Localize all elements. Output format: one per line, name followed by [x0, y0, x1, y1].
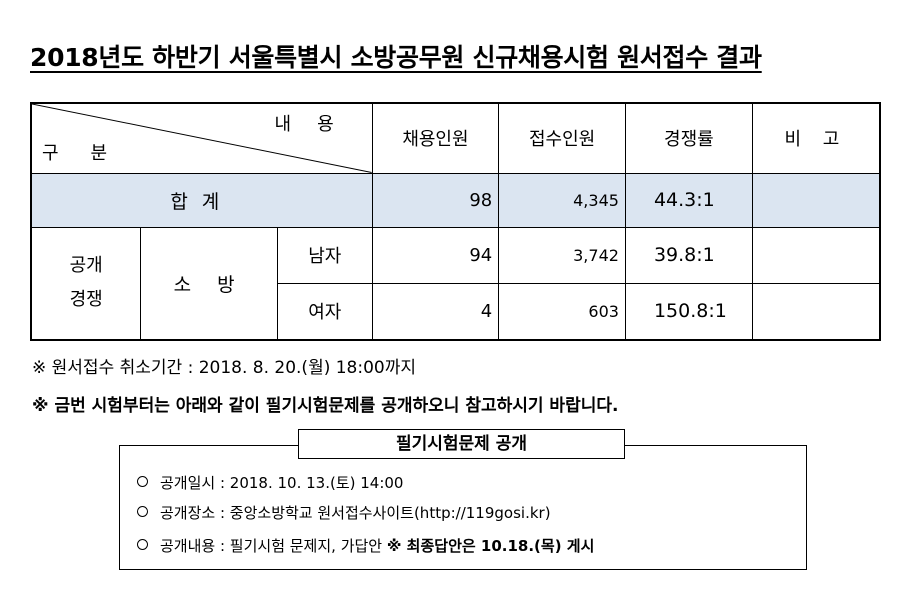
page-title: 2018년도 하반기 서울특별시 소방공무원 신규채용시험 원서접수 결과: [30, 43, 762, 72]
list-item: 공개일시 : 2018. 10. 13.(토) 14:00: [137, 472, 403, 493]
row-label-male: 남자: [276, 226, 373, 284]
final-answer-note: ※ 최종답안은 10.18.(목) 게시: [386, 537, 595, 555]
table-row: 여자 4 603 150.8:1: [31, 282, 881, 340]
female-ratio: 150.8:1: [624, 282, 753, 340]
disclosure-place: 공개장소 : 중앙소방학교 원서접수사이트(http://119gosi.kr): [160, 504, 551, 522]
male-recruit: 94: [371, 226, 500, 284]
diagonal-header-cell: 내용 구분: [30, 102, 373, 174]
circle-bullet-icon: [137, 476, 148, 487]
results-table: 내용 구분 채용인원 접수인원 경쟁률 비 고 합계 98 4,345 44.3…: [30, 102, 881, 341]
total-note: [751, 172, 881, 228]
total-label: 합계: [30, 172, 373, 228]
list-item: 공개내용 : 필기시험 문제지, 가답안 ※ 최종답안은 10.18.(목) 게…: [137, 535, 594, 556]
male-ratio: 39.8:1: [624, 226, 753, 284]
col-header-note: 비 고: [751, 102, 881, 174]
group-open-competition: 공개 경쟁: [30, 226, 142, 340]
table-header-row: 내용 구분 채용인원 접수인원 경쟁률 비 고: [30, 102, 881, 174]
table-row-total: 합계 98 4,345 44.3:1: [30, 172, 881, 228]
col-header-recruit: 채용인원: [371, 102, 500, 174]
diag-header-bottom: 구분: [42, 142, 140, 164]
circle-bullet-icon: [137, 539, 148, 550]
female-applied: 603: [498, 282, 626, 340]
circle-bullet-icon: [137, 506, 148, 517]
disclosure-date: 공개일시 : 2018. 10. 13.(토) 14:00: [160, 474, 404, 492]
exam-disclosure-note: ※ 금번 시험부터는 아래와 같이 필기시험문제를 공개하오니 참고하시기 바랍…: [32, 396, 619, 416]
cancel-period-note: ※ 원서접수 취소기간 : 2018. 8. 20.(월) 18:00까지: [32, 358, 417, 378]
female-note: [751, 282, 881, 340]
disclosure-box-title: 필기시험문제 공개: [298, 429, 625, 459]
col-header-ratio: 경쟁률: [624, 102, 753, 174]
list-item: 공개장소 : 중앙소방학교 원서접수사이트(http://119gosi.kr): [137, 502, 551, 523]
disclosure-content: 공개내용 : 필기시험 문제지, 가답안: [160, 537, 387, 555]
row-label-female: 여자: [276, 282, 373, 340]
female-recruit: 4: [371, 282, 500, 340]
col-header-applied: 접수인원: [498, 102, 626, 174]
total-ratio: 44.3:1: [624, 172, 753, 228]
group-firefighting: 소 방: [140, 226, 278, 340]
table-row: 공개 경쟁 소 방 남자 94 3,742 39.8:1: [30, 226, 881, 340]
male-applied: 3,742: [498, 226, 626, 284]
total-recruit: 98: [371, 172, 500, 228]
total-applied: 4,345: [498, 172, 626, 228]
male-note: [751, 226, 881, 284]
diagonal-line: [32, 104, 372, 173]
diag-header-top: 내용: [274, 114, 360, 135]
